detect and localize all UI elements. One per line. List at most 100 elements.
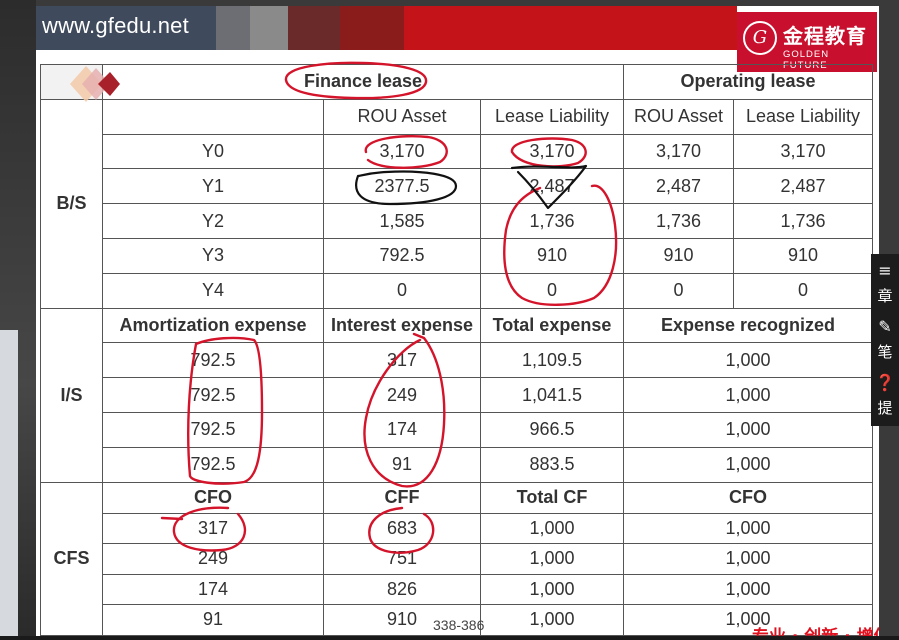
table-cell: 910	[323, 604, 481, 636]
column-header: CFF	[323, 481, 481, 514]
table-row: Y3 792.5 910 910 910	[41, 237, 874, 274]
table-cell: 3,170	[623, 133, 735, 170]
table-cell: 1,000	[623, 543, 874, 575]
table-cell: 1,000	[623, 377, 874, 413]
operating-lease-header: Operating lease	[623, 64, 874, 100]
table-cell: 317	[323, 342, 481, 379]
column-header: Interest expense	[323, 307, 481, 344]
table-cell: 1,000	[623, 342, 874, 379]
table-row: 249 751 1,000 1,000	[41, 543, 874, 575]
table-cell: 2,487	[623, 168, 735, 205]
year-cell: Y3	[102, 237, 324, 274]
table-cell: 1,000	[623, 512, 874, 545]
table-row: Y0 3,170 3,170 3,170 3,170	[41, 133, 874, 170]
question-icon: ❓	[875, 373, 895, 392]
table-row: 792.5 249 1,041.5 1,000	[41, 377, 874, 413]
column-header: Total CF	[479, 481, 625, 514]
table-cell: 174	[102, 573, 324, 606]
column-header: Amortization expense	[102, 307, 324, 344]
column-header: CFO	[102, 481, 324, 514]
table-row: 792.5 174 966.5 1,000	[41, 411, 874, 448]
chapter-label: 章	[877, 287, 893, 305]
year-cell: Y0	[102, 133, 324, 170]
year-cell: Y1	[102, 168, 324, 205]
table-cell: 3,170	[733, 133, 874, 170]
table-cell: 826	[323, 573, 481, 606]
table-cell: 0	[479, 272, 625, 309]
table-cell: 1,000	[479, 604, 625, 636]
column-header: ROU Asset	[323, 98, 481, 135]
logo-name-cn: 金程教育	[783, 24, 867, 48]
is-label: I/S	[40, 307, 103, 483]
table-cell: 683	[323, 512, 481, 545]
table-row: I/S Amortization expense Interest expens…	[40, 307, 874, 483]
column-header: ROU Asset	[623, 98, 735, 135]
table-row: Y4 0 0 0 0	[41, 272, 874, 309]
table-cell: 91	[102, 604, 324, 636]
question-label: 提	[877, 399, 893, 417]
table-cell: 792.5	[323, 237, 481, 274]
table-cell: 2,487	[479, 168, 625, 205]
bs-label: B/S	[40, 98, 103, 309]
table-row: 792.5 91 883.5 1,000	[41, 446, 874, 483]
table-row: 317 683 1,000 1,000	[41, 512, 874, 545]
side-toolbar: ≡ 章 ✎ 笔 ❓ 提	[871, 254, 899, 426]
table-cell: 910	[623, 237, 735, 274]
table-cell: 1,109.5	[479, 342, 625, 379]
left-panel	[0, 0, 36, 640]
table-cell: 91	[323, 446, 481, 483]
logo-seal-icon: G	[743, 21, 777, 55]
table-cell: 1,736	[623, 203, 735, 239]
column-header: Lease Liability	[733, 98, 874, 135]
question-button[interactable]: ❓ 提	[871, 368, 899, 424]
table-cell: 249	[102, 543, 324, 575]
table-cell: 792.5	[102, 342, 324, 379]
finance-lease-header: Finance lease	[101, 64, 625, 100]
table-row: 174 826 1,000 1,000	[41, 573, 874, 606]
table-cell: 1,000	[479, 543, 625, 575]
table-cell: 910	[733, 237, 874, 274]
chapter-button[interactable]: ≡ 章	[871, 256, 899, 312]
table-cell: 3,170	[323, 133, 481, 170]
table-cell: 1,041.5	[479, 377, 625, 413]
table-row: CFS CFO CFF Total CF CFO	[40, 481, 874, 636]
table-cell: 2,487	[733, 168, 874, 205]
table-cell: 792.5	[102, 446, 324, 483]
table-cell: 883.5	[479, 446, 625, 483]
year-cell: Y4	[102, 272, 324, 309]
column-header: Lease Liability	[479, 98, 625, 135]
column-header: Total expense	[479, 307, 625, 344]
table-cell: 2377.5	[323, 168, 481, 205]
lease-comparison-table: Finance lease Operating lease B/S ROU As…	[40, 64, 874, 636]
page-reference: 338-386	[433, 617, 485, 633]
table-cell: 317	[102, 512, 324, 545]
table-cell: 792.5	[102, 377, 324, 413]
table-cell: 1,000	[623, 446, 874, 483]
bottom-rule	[0, 636, 899, 640]
pencil-icon: ✎	[878, 317, 892, 336]
lecture-slide: www.gfedu.net G 金程教育 GOLDEN FUTURE Finan…	[36, 6, 879, 640]
list-icon: ≡	[878, 261, 892, 280]
column-header: Expense recognized	[623, 307, 874, 344]
table-cell: 1,736	[479, 203, 625, 239]
table-cell: 0	[733, 272, 874, 309]
table-cell: 249	[323, 377, 481, 413]
table-cell: 792.5	[102, 411, 324, 448]
table-cell: 1,736	[733, 203, 874, 239]
decorative-diamonds	[70, 66, 120, 102]
table-cell: 751	[323, 543, 481, 575]
table-cell: 174	[323, 411, 481, 448]
table-row: 792.5 317 1,109.5 1,000	[41, 342, 874, 379]
table-row: 91 910 1,000 1,000	[41, 604, 874, 636]
cfs-label: CFS	[40, 481, 103, 636]
table-cell: 966.5	[479, 411, 625, 448]
table-row: B/S ROU Asset Lease Liability ROU Asset …	[40, 98, 874, 309]
year-cell: Y2	[102, 203, 324, 239]
table-cell: 1,000	[479, 573, 625, 606]
brand-logo: G 金程教育 GOLDEN FUTURE	[737, 12, 877, 72]
table-cell: 1,000	[623, 573, 874, 606]
notes-button[interactable]: ✎ 笔	[871, 312, 899, 368]
table-cell: 1,000	[623, 411, 874, 448]
table-row: Finance lease Operating lease	[40, 64, 874, 100]
